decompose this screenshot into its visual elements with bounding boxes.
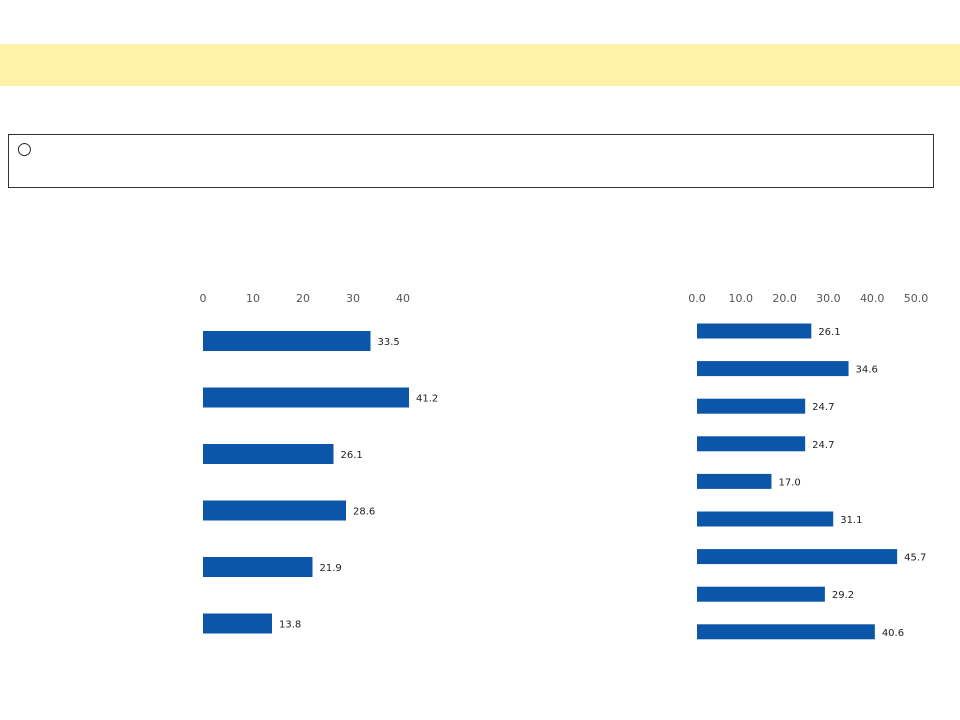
- x-tick-label: 0.0: [688, 292, 706, 305]
- bar: [697, 549, 898, 565]
- bar: [697, 586, 825, 602]
- page-title-band: [0, 44, 960, 86]
- x-tick-label: 30: [346, 292, 360, 305]
- value-label: 29.2: [832, 590, 854, 601]
- bar: [697, 323, 812, 339]
- x-tick-label: 40.0: [860, 292, 885, 305]
- bar: [203, 613, 272, 634]
- value-label: 33.5: [378, 337, 400, 348]
- bar: [697, 473, 772, 489]
- x-tick-label: 10.0: [729, 292, 754, 305]
- bar: [203, 387, 409, 408]
- bar: [697, 624, 875, 640]
- bar: [203, 331, 371, 351]
- value-label: 26.1: [818, 327, 840, 338]
- x-tick-label: 20: [296, 292, 310, 305]
- bar: [697, 436, 806, 452]
- value-label: 24.7: [812, 402, 834, 413]
- value-label: 34.6: [856, 365, 878, 376]
- x-tick-label: 0: [200, 292, 207, 305]
- value-label: 28.6: [353, 507, 375, 518]
- bar: [203, 444, 334, 464]
- x-tick-label: 20.0: [772, 292, 797, 305]
- value-label: 21.9: [320, 563, 342, 574]
- bar: [203, 557, 313, 577]
- value-label: 26.1: [341, 450, 363, 461]
- bar: [697, 361, 849, 377]
- x-tick-label: 10: [246, 292, 260, 305]
- x-tick-label: 50.0: [904, 292, 929, 305]
- intro-box: ○: [8, 134, 934, 188]
- x-tick-label: 40: [396, 292, 410, 305]
- value-label: 40.6: [882, 628, 904, 639]
- bar: [203, 500, 346, 521]
- value-label: 24.7: [812, 440, 834, 451]
- bar: [697, 511, 834, 527]
- intro-bullet: ○: [17, 139, 32, 159]
- value-label: 45.7: [904, 553, 926, 564]
- value-label: 31.1: [840, 515, 862, 526]
- bar: [697, 398, 806, 414]
- value-label: 13.8: [279, 620, 301, 631]
- value-label: 17.0: [778, 477, 800, 488]
- x-tick-label: 30.0: [816, 292, 841, 305]
- value-label: 41.2: [416, 394, 438, 405]
